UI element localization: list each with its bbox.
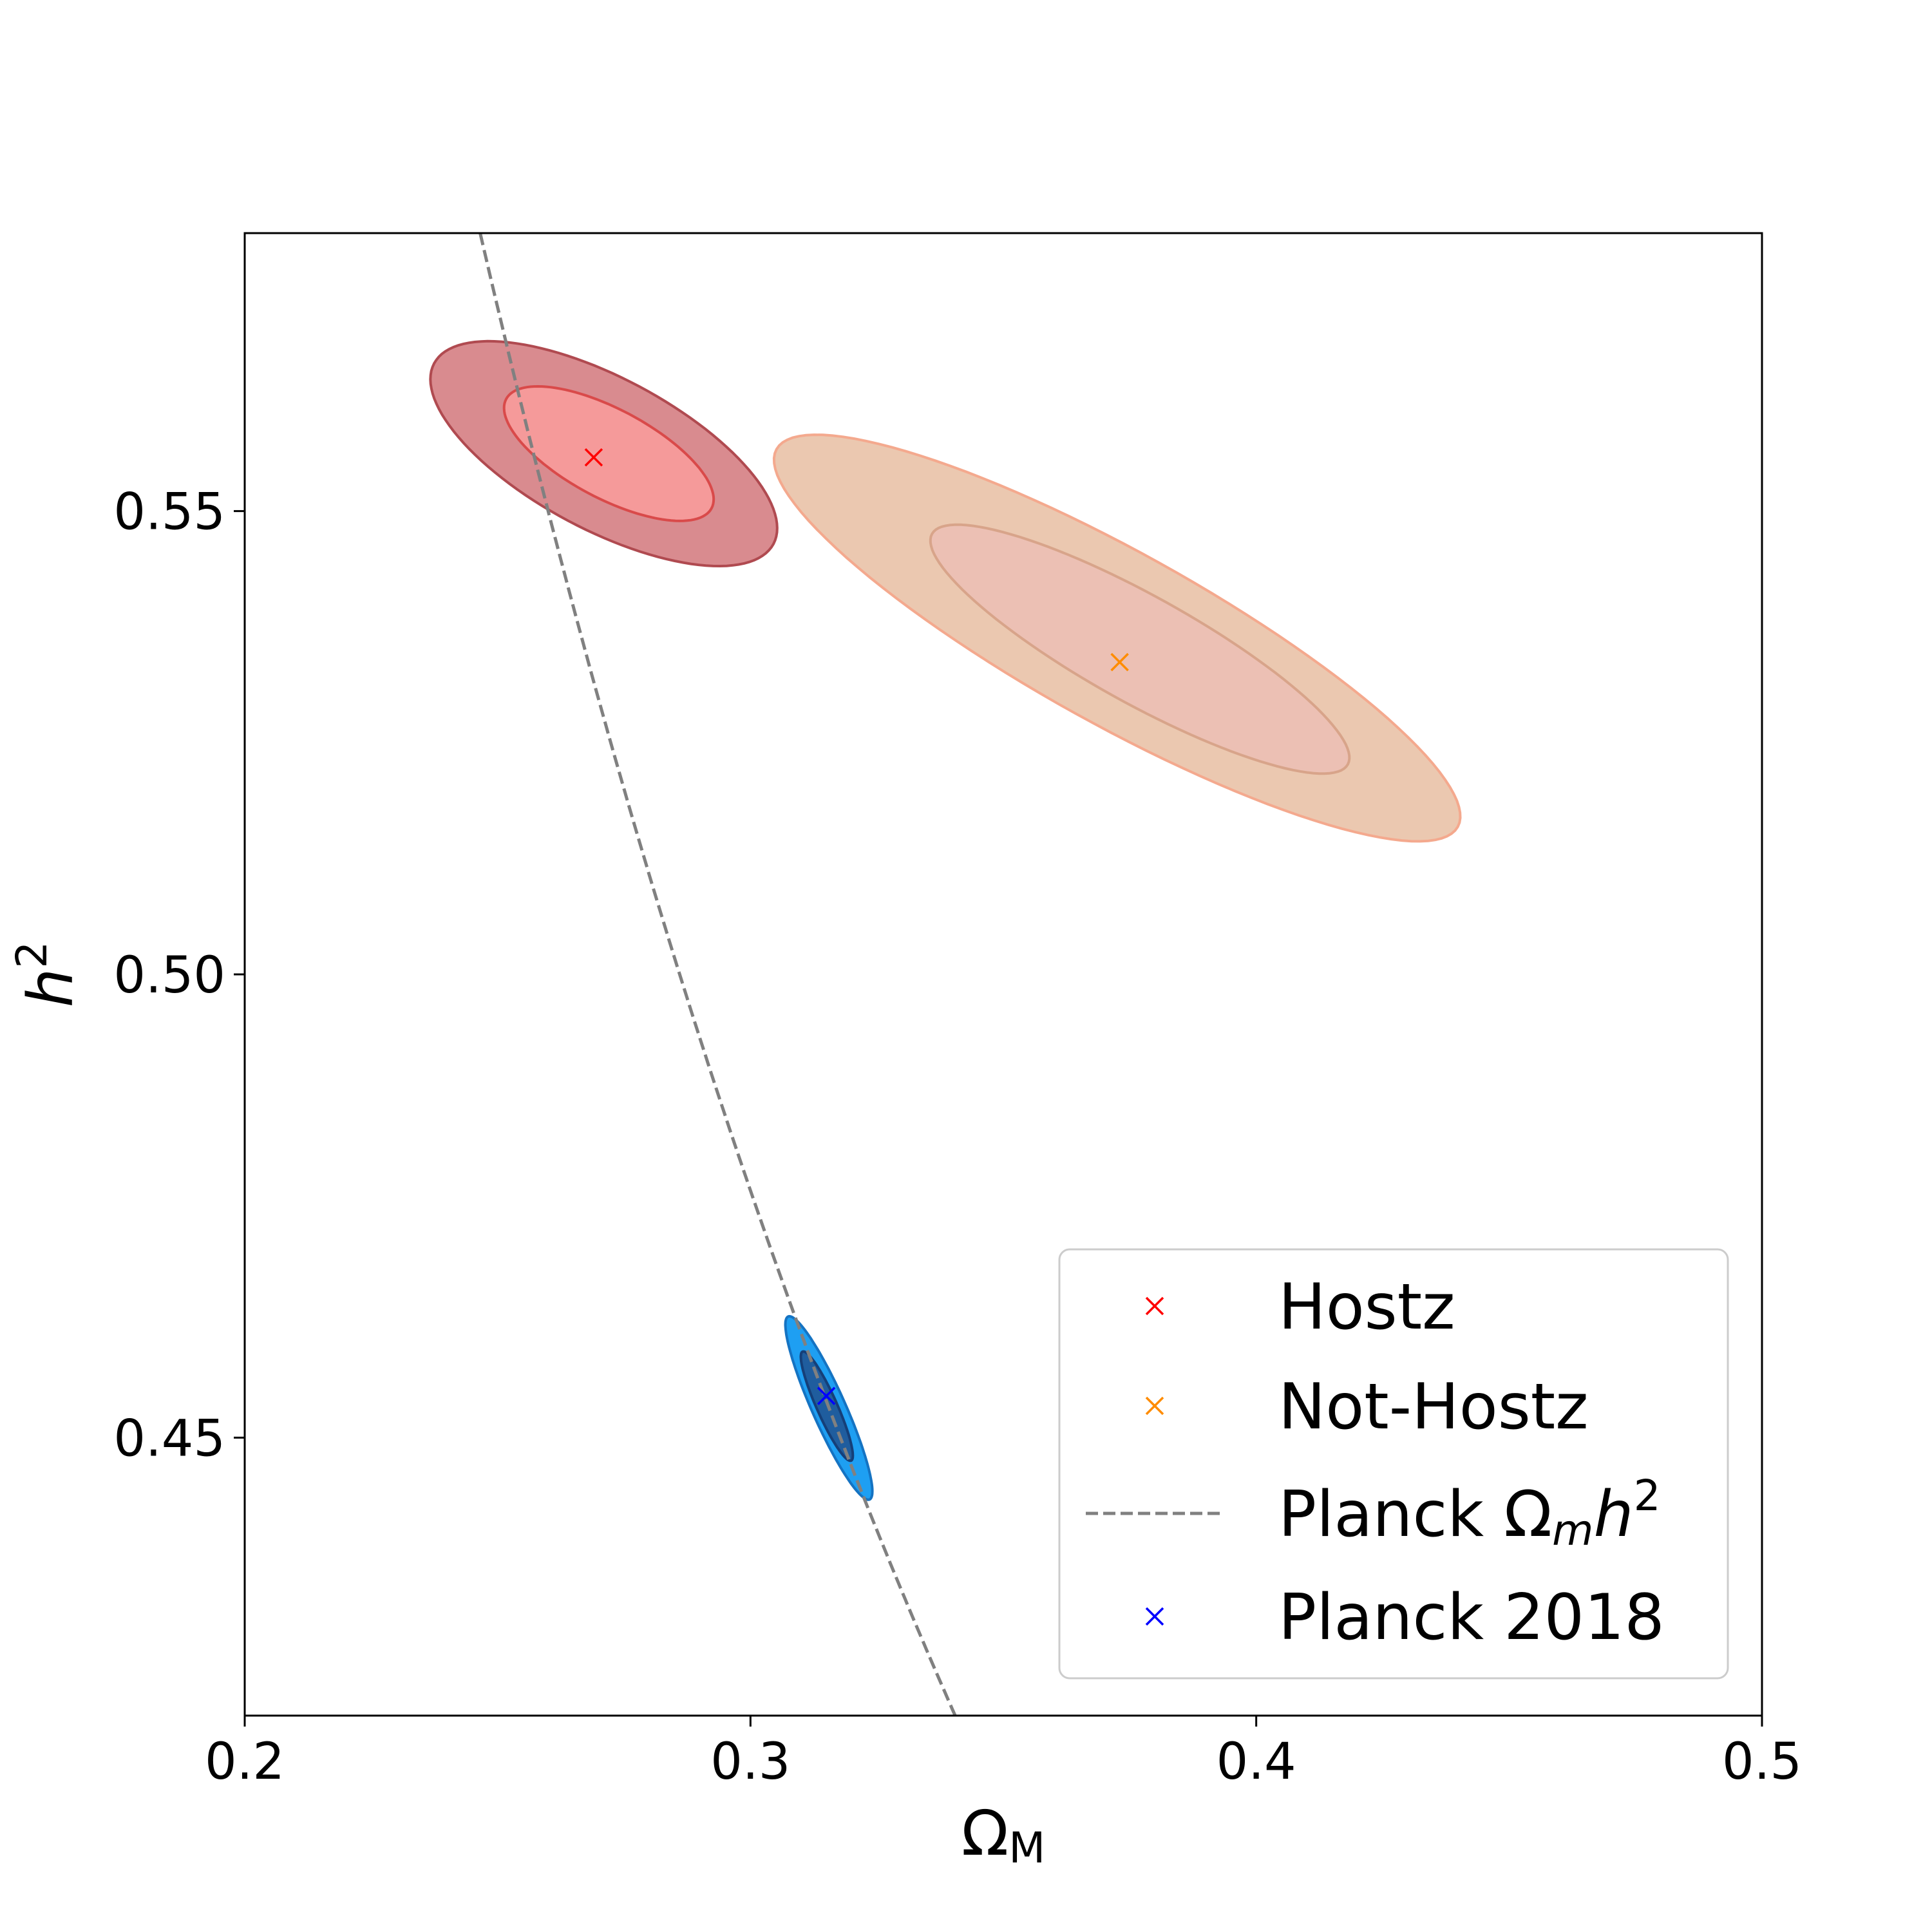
y-axis-title: h2 [7, 942, 87, 1008]
marker-planck-2018 [817, 1387, 836, 1405]
y-tick-label-0: 0.45 [113, 1410, 225, 1468]
legend-handle-not-hostz [1145, 1396, 1164, 1416]
y-tick-label-2: 0.55 [113, 484, 225, 542]
y-axis-title-main: h [15, 969, 87, 1008]
legend-handle-hostz [1145, 1296, 1164, 1316]
x-axis: 0.2 0.3 0.4 0.5 [205, 1716, 1802, 1791]
marker-planck-2018-stroke-b [817, 1387, 836, 1405]
y-tick-label-1: 0.50 [113, 947, 225, 1005]
contour-not-hostz-inner [929, 523, 1351, 775]
marker-not-hostz-stroke-b [1110, 652, 1129, 672]
marker-hostz-stroke-b [584, 448, 603, 467]
legend-handle-planck-2018-stroke-b [1145, 1607, 1164, 1626]
marker-hostz [584, 448, 603, 467]
legend: Hostz Not-Hostz Planck Ωmh2 Planck 2018 [1058, 1248, 1729, 1680]
legend-label-planck-sub: m [1552, 1506, 1593, 1555]
y-axis-title-superscript: 2 [7, 942, 57, 969]
y-axis: 0.45 0.50 0.55 [113, 484, 245, 1468]
x-axis-title: ΩM [961, 1797, 1045, 1873]
legend-handles [1086, 1296, 1222, 1626]
legend-label-planck-prefix: Planck Ω [1278, 1478, 1552, 1551]
x-tick-label-3: 0.5 [1722, 1733, 1802, 1791]
legend-label-planck-h: h [1593, 1478, 1633, 1551]
legend-handle-hostz-stroke-b [1145, 1296, 1164, 1316]
legend-label-planck-2018: Planck 2018 [1278, 1581, 1665, 1654]
legend-label-planck-omegamh2: Planck Ωmh2 [1278, 1471, 1661, 1555]
legend-handle-planck-2018 [1145, 1607, 1164, 1626]
x-tick-label-0: 0.2 [205, 1733, 285, 1791]
legend-handle-not-hostz-stroke-b [1145, 1396, 1164, 1416]
marker-not-hostz [1110, 652, 1129, 672]
x-tick-label-1: 0.3 [710, 1733, 790, 1791]
legend-label-planck-sup: 2 [1634, 1471, 1661, 1520]
legend-box [1058, 1248, 1729, 1680]
plot-content [429, 233, 1462, 1716]
legend-label-not-hostz: Not-Hostz [1278, 1370, 1589, 1444]
contour-hostz-inner [502, 384, 715, 522]
x-axis-title-subscript: M [1009, 1823, 1045, 1873]
x-tick-label-2: 0.4 [1217, 1733, 1296, 1791]
reference-curve-planck-omegamh2 [478, 233, 957, 1716]
x-axis-title-main: Ω [961, 1797, 1009, 1870]
legend-label-hostz: Hostz [1278, 1271, 1455, 1344]
